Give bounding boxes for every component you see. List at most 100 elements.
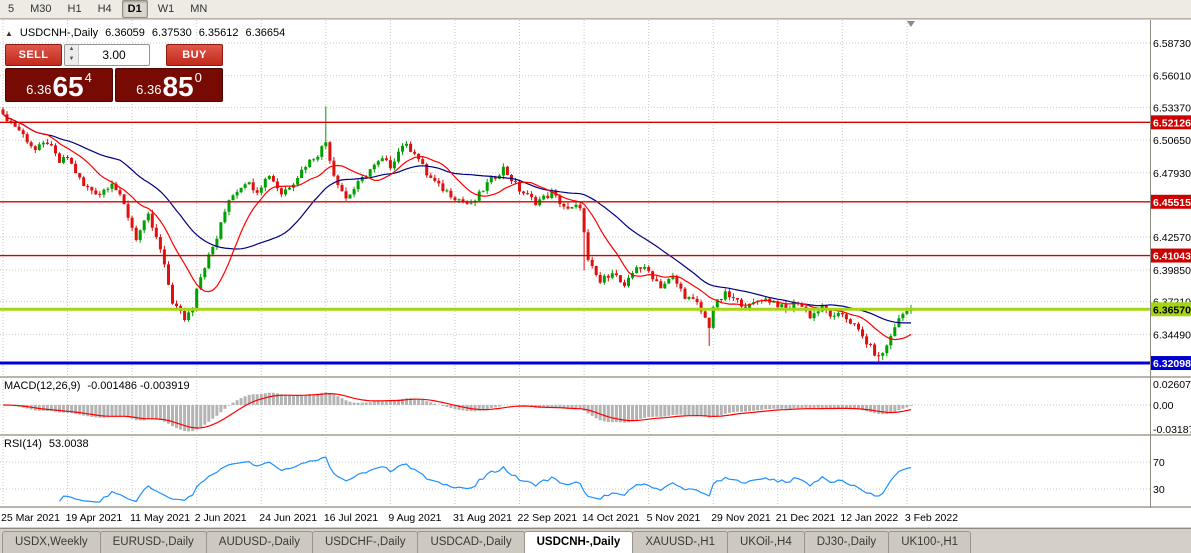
date-label: 3 Feb 2022 [905,512,958,524]
macd-axis-label: 0.02607 [1153,379,1191,391]
volume-down-button[interactable]: ▼ [68,56,75,62]
macd-values: -0.001486 -0.003919 [87,380,190,392]
ma-slow-line [2,113,911,324]
volume-spinner: ▲ ▼ [65,45,79,65]
rsi-label: RSI(14) 53.0038 [4,438,89,450]
tab-eurusd-daily[interactable]: EURUSD-,Daily [99,531,207,553]
buy-price-big: 85 [162,71,194,102]
pane-separator[interactable] [0,434,1191,436]
ohlc-close: 6.36654 [245,27,286,39]
tab-usdcad-daily[interactable]: USDCAD-,Daily [417,531,525,553]
one-click-trading-panel: SELL ▲ ▼ 3.00 BUY 6.36 65 4 6.36 85 0 [5,44,223,102]
sell-price-prefix: 6.36 [26,82,52,97]
rsi-name: RSI(14) [4,438,42,450]
buy-price-display[interactable]: 6.36 85 0 [115,68,223,102]
tab-audusd-daily[interactable]: AUDUSD-,Daily [205,531,313,553]
date-label: 14 Oct 2021 [582,512,639,524]
timeframe-mn[interactable]: MN [190,3,208,15]
symbol-title: USDCNH-,Daily [19,27,99,39]
buy-price-sup: 0 [194,70,202,85]
timeframe-h1[interactable]: H1 [67,3,82,15]
date-label: 2 Jun 2021 [195,512,247,524]
timeframe-m30[interactable]: M30 [30,3,52,15]
ohlc-low: 6.35612 [198,27,239,39]
tab-xauusd-h1[interactable]: XAUUSD-,H1 [632,531,728,553]
date-label: 11 May 2021 [130,512,190,524]
trade-prices-row: 6.36 65 4 6.36 85 0 [5,68,223,102]
timeframe-h4[interactable]: H4 [97,3,112,15]
timeframe-w1[interactable]: W1 [157,3,175,15]
price-axis-label: 6.34490 [1153,329,1191,341]
title-arrow-icon: ▲ [5,28,13,38]
date-label: 12 Jan 2022 [840,512,898,524]
rsi-axis-label: 30 [1153,484,1165,496]
macd-name: MACD(12,26,9) [4,380,81,392]
price-axis-label: 6.42570 [1153,232,1191,244]
price-axis-label: 6.39850 [1153,265,1191,277]
macd-label: MACD(12,26,9) -0.001486 -0.003919 [4,380,190,392]
price-axis-label: 6.47930 [1153,168,1191,180]
volume-value: 3.00 [102,48,126,62]
timeframe-5[interactable]: 5 [8,3,15,15]
date-label: 31 Aug 2021 [453,512,512,524]
price-badge [1151,194,1191,209]
date-label: 24 Jun 2021 [259,512,317,524]
macd-axis-label: -0.03187 [1153,424,1191,436]
tab-usdchf-daily[interactable]: USDCHF-,Daily [311,531,419,553]
timeframe-toolbar: 5 M30 H1 H4 D1 W1 MN [0,0,1191,19]
date-label: 16 Jul 2021 [324,512,378,524]
date-label: 22 Sep 2021 [518,512,578,524]
pane-separator[interactable] [0,506,1191,508]
price-badge-label: 6.41043 [1153,251,1191,263]
date-label: 9 Aug 2021 [388,512,441,524]
sell-button[interactable]: SELL [5,44,62,66]
price-badge [1151,115,1191,130]
chart-canvas[interactable]: 25 Mar 2021 19 Apr 2021 11 May 2021 2 Jun 2… [0,20,1191,527]
price-badge [1151,248,1191,263]
macd-histogram [5,392,913,432]
price-axis-label: 6.58730 [1153,38,1191,50]
buy-button[interactable]: BUY [166,44,223,66]
sell-price-sup: 4 [84,70,92,85]
sell-price-big: 65 [52,71,84,102]
price-axis-label: 6.56010 [1153,71,1191,83]
price-badge-label: 6.36570 [1153,304,1191,316]
pane-separator[interactable] [0,376,1191,378]
price-badge [1151,302,1191,317]
trade-buttons-row: SELL ▲ ▼ 3.00 BUY [5,44,223,66]
ohlc-open: 6.36059 [105,27,145,39]
timeframe-d1[interactable]: D1 [121,0,148,18]
buy-price-prefix: 6.36 [136,82,162,97]
volume-up-button[interactable]: ▲ [68,46,75,52]
price-axis-label: 6.50650 [1153,135,1191,147]
rsi-axis-label: 70 [1153,457,1165,469]
chart-title: ▲ USDCNH-,Daily 6.36059 6.37530 6.35612 … [5,27,285,39]
price-axis-label: 6.53370 [1153,102,1191,114]
date-label: 25 Mar 2021 [1,512,60,524]
tab-ukoil-h4[interactable]: UKOil-,H4 [726,531,805,553]
chart-tabs-bar: USDX,Weekly EURUSD-,Daily AUDUSD-,Daily USD… [0,528,1191,553]
date-label: 29 Nov 2021 [711,512,771,524]
date-label: 19 Apr 2021 [66,512,123,524]
price-badge [1151,356,1191,371]
sell-price-display[interactable]: 6.36 65 4 [5,68,113,102]
tab-usdx-weekly[interactable]: USDX,Weekly [2,531,101,553]
volume-field[interactable]: ▲ ▼ 3.00 [64,44,150,66]
ma-fast-line [2,113,912,341]
price-badge-label: 6.32098 [1153,358,1191,370]
price-badge-label: 6.45515 [1153,197,1191,209]
chart-shift-marker-icon [906,21,915,27]
rsi-value: 53.0038 [48,438,89,450]
date-label: 21 Dec 2021 [776,512,836,524]
macd-signal-line [2,392,912,429]
ohlc-high: 6.37530 [151,27,192,39]
tab-uk100-h1[interactable]: UK100-,H1 [888,531,972,553]
date-label: 5 Nov 2021 [647,512,701,524]
tab-dj30-daily[interactable]: DJ30-,Daily [803,531,890,553]
rsi-line [59,456,912,503]
candle-bodies-up [37,142,913,356]
price-badge-label: 6.52126 [1153,117,1191,129]
macd-axis-label: 0.00 [1153,400,1174,412]
tab-usdcnh-daily[interactable]: USDCNH-,Daily [523,531,634,553]
